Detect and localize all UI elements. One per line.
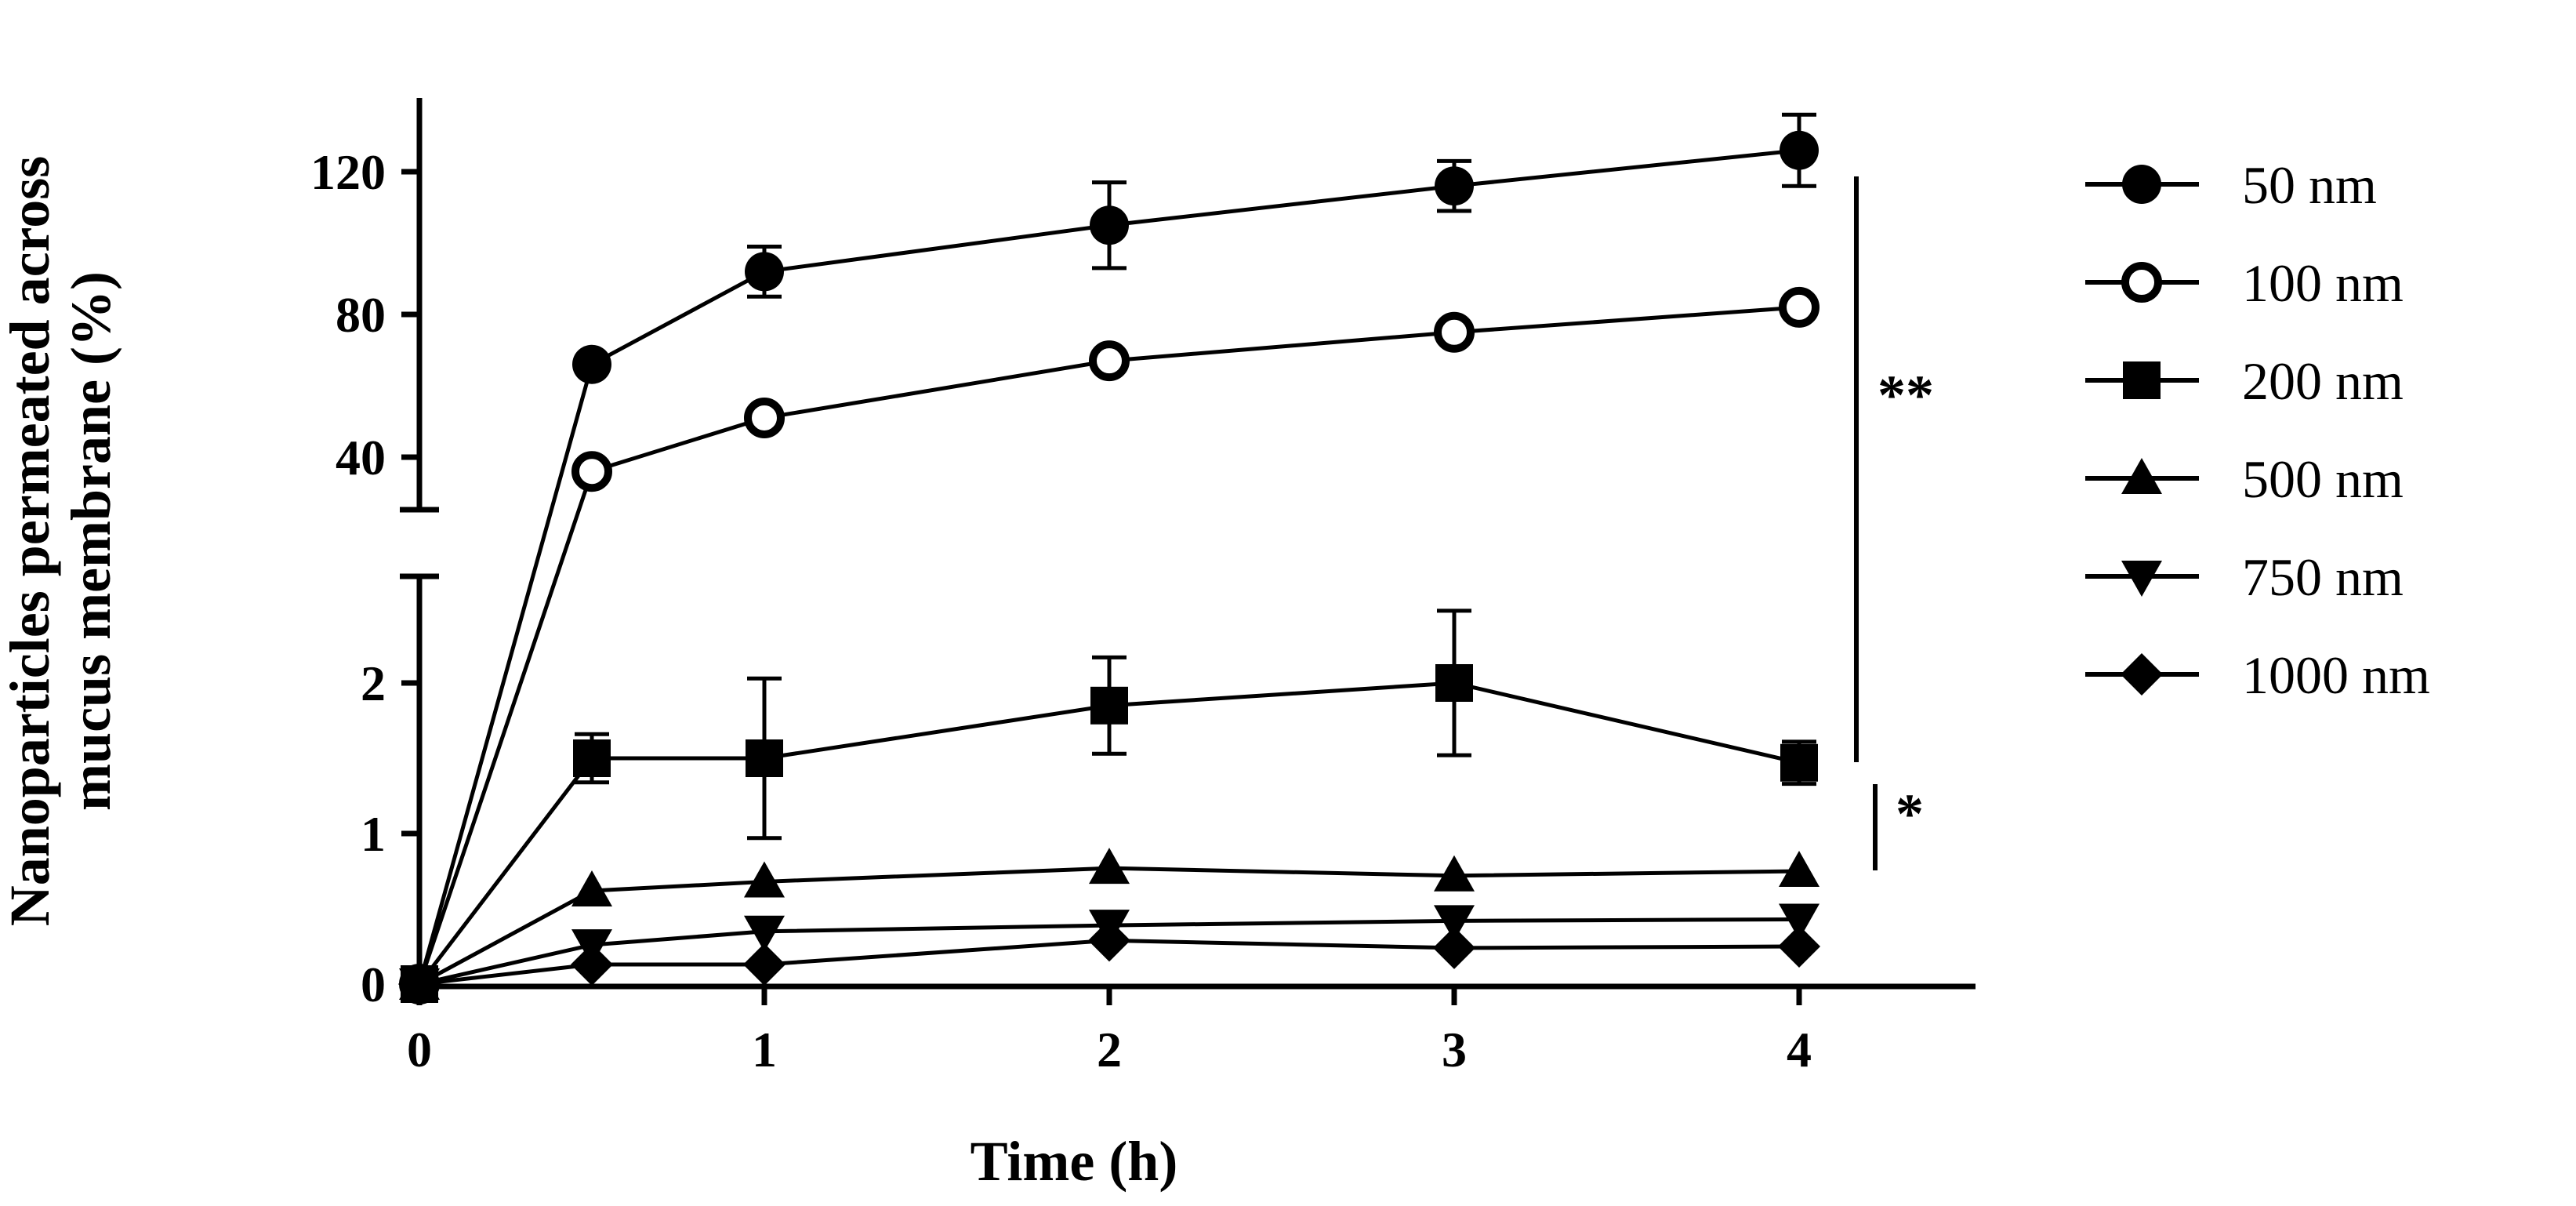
data-point-marker [746,739,783,777]
legend-label: 1000 nm [2242,645,2430,705]
data-point-marker [571,870,612,906]
series-line [418,866,1800,986]
data-point-marker [1089,848,1130,885]
series-1000-nm [398,919,1820,1005]
data-point-marker [1779,851,1820,887]
legend-label: 100 nm [2242,253,2404,313]
y-axis-title-line-2: mucus membrane (%) [60,271,122,811]
data-point-marker [2121,458,2162,494]
significance-single-star: * [1896,783,1924,845]
data-point-marker [1090,205,1129,245]
data-point-marker [743,943,785,986]
series-line [418,681,1800,986]
significance-double-star: ** [1878,364,1934,427]
y-tick-label: 40 [336,430,386,485]
legend-item-1000-nm: 1000 nm [2085,645,2430,705]
data-point-marker [2122,165,2161,204]
data-point-marker [1434,311,1475,353]
series-100-nm [399,286,1820,1004]
series-500-nm [399,848,1820,1000]
data-point-marker [2121,653,2163,696]
legend-label: 500 nm [2242,449,2404,509]
data-point-marker [744,915,785,952]
annotations: ** * [1854,176,1934,870]
series-line [417,148,1800,985]
y-axis-title-line-1: Nanoparticles permeated across [0,156,61,926]
legend-label: 750 nm [2242,547,2404,607]
data-point-marker [744,397,785,438]
data-point-marker [1435,166,1474,206]
legend-item-50-nm: 50 nm [2085,155,2377,215]
legend-item-500-nm: 500 nm [2085,449,2404,509]
y-tick-label: 120 [310,144,386,200]
x-tick-label: 2 [1097,1022,1122,1077]
x-tick-label: 0 [407,1022,432,1077]
data-point-marker [1435,664,1473,702]
legend-item-200-nm: 200 nm [2085,351,2404,411]
y-tick-label: 80 [336,287,386,343]
x-tick-label: 1 [752,1022,777,1077]
legend-label: 200 nm [2242,351,2404,411]
series-line [419,917,1800,986]
data-point-marker [2123,361,2161,399]
y-tick-label: 0 [361,957,386,1012]
series-line [417,305,1800,985]
data-point-marker [573,739,611,777]
data-point-marker [1434,855,1475,892]
data-point-marker [2121,561,2162,597]
data-point-marker [571,943,613,986]
series-layer [398,112,1820,1005]
legend-item-750-nm: 750 nm [2085,547,2404,607]
data-point-marker [1780,130,1819,170]
data-point-marker [1433,926,1475,969]
x-tick-label: 4 [1787,1022,1812,1077]
legend: 50 nm 100 nm 200 nm 500 nm 750 nm 1000 nm [2085,155,2430,705]
axis-labels: Time (h) Nanoparticles permeated across … [0,156,1177,1193]
data-point-marker [744,861,785,898]
data-point-marker [398,963,441,1005]
data-point-marker [1779,903,1820,940]
x-axis-title: Time (h) [971,1130,1178,1193]
data-point-marker [572,344,611,384]
y-tick-label: 2 [361,656,386,711]
data-point-marker [1088,919,1130,962]
y-tick-label: 1 [361,806,386,862]
data-point-marker [1780,743,1818,782]
data-point-marker [1779,286,1820,328]
legend-item-100-nm: 100 nm [2085,253,2404,313]
data-point-marker [2121,262,2162,303]
data-point-marker [1778,925,1820,968]
legend-label: 50 nm [2242,155,2377,215]
x-tick-label: 3 [1442,1022,1467,1077]
data-point-marker [571,451,612,492]
data-point-marker [745,252,784,292]
data-point-marker [1089,340,1130,382]
data-point-marker [1434,905,1475,942]
series-line [419,938,1800,986]
data-point-marker [1090,686,1128,725]
